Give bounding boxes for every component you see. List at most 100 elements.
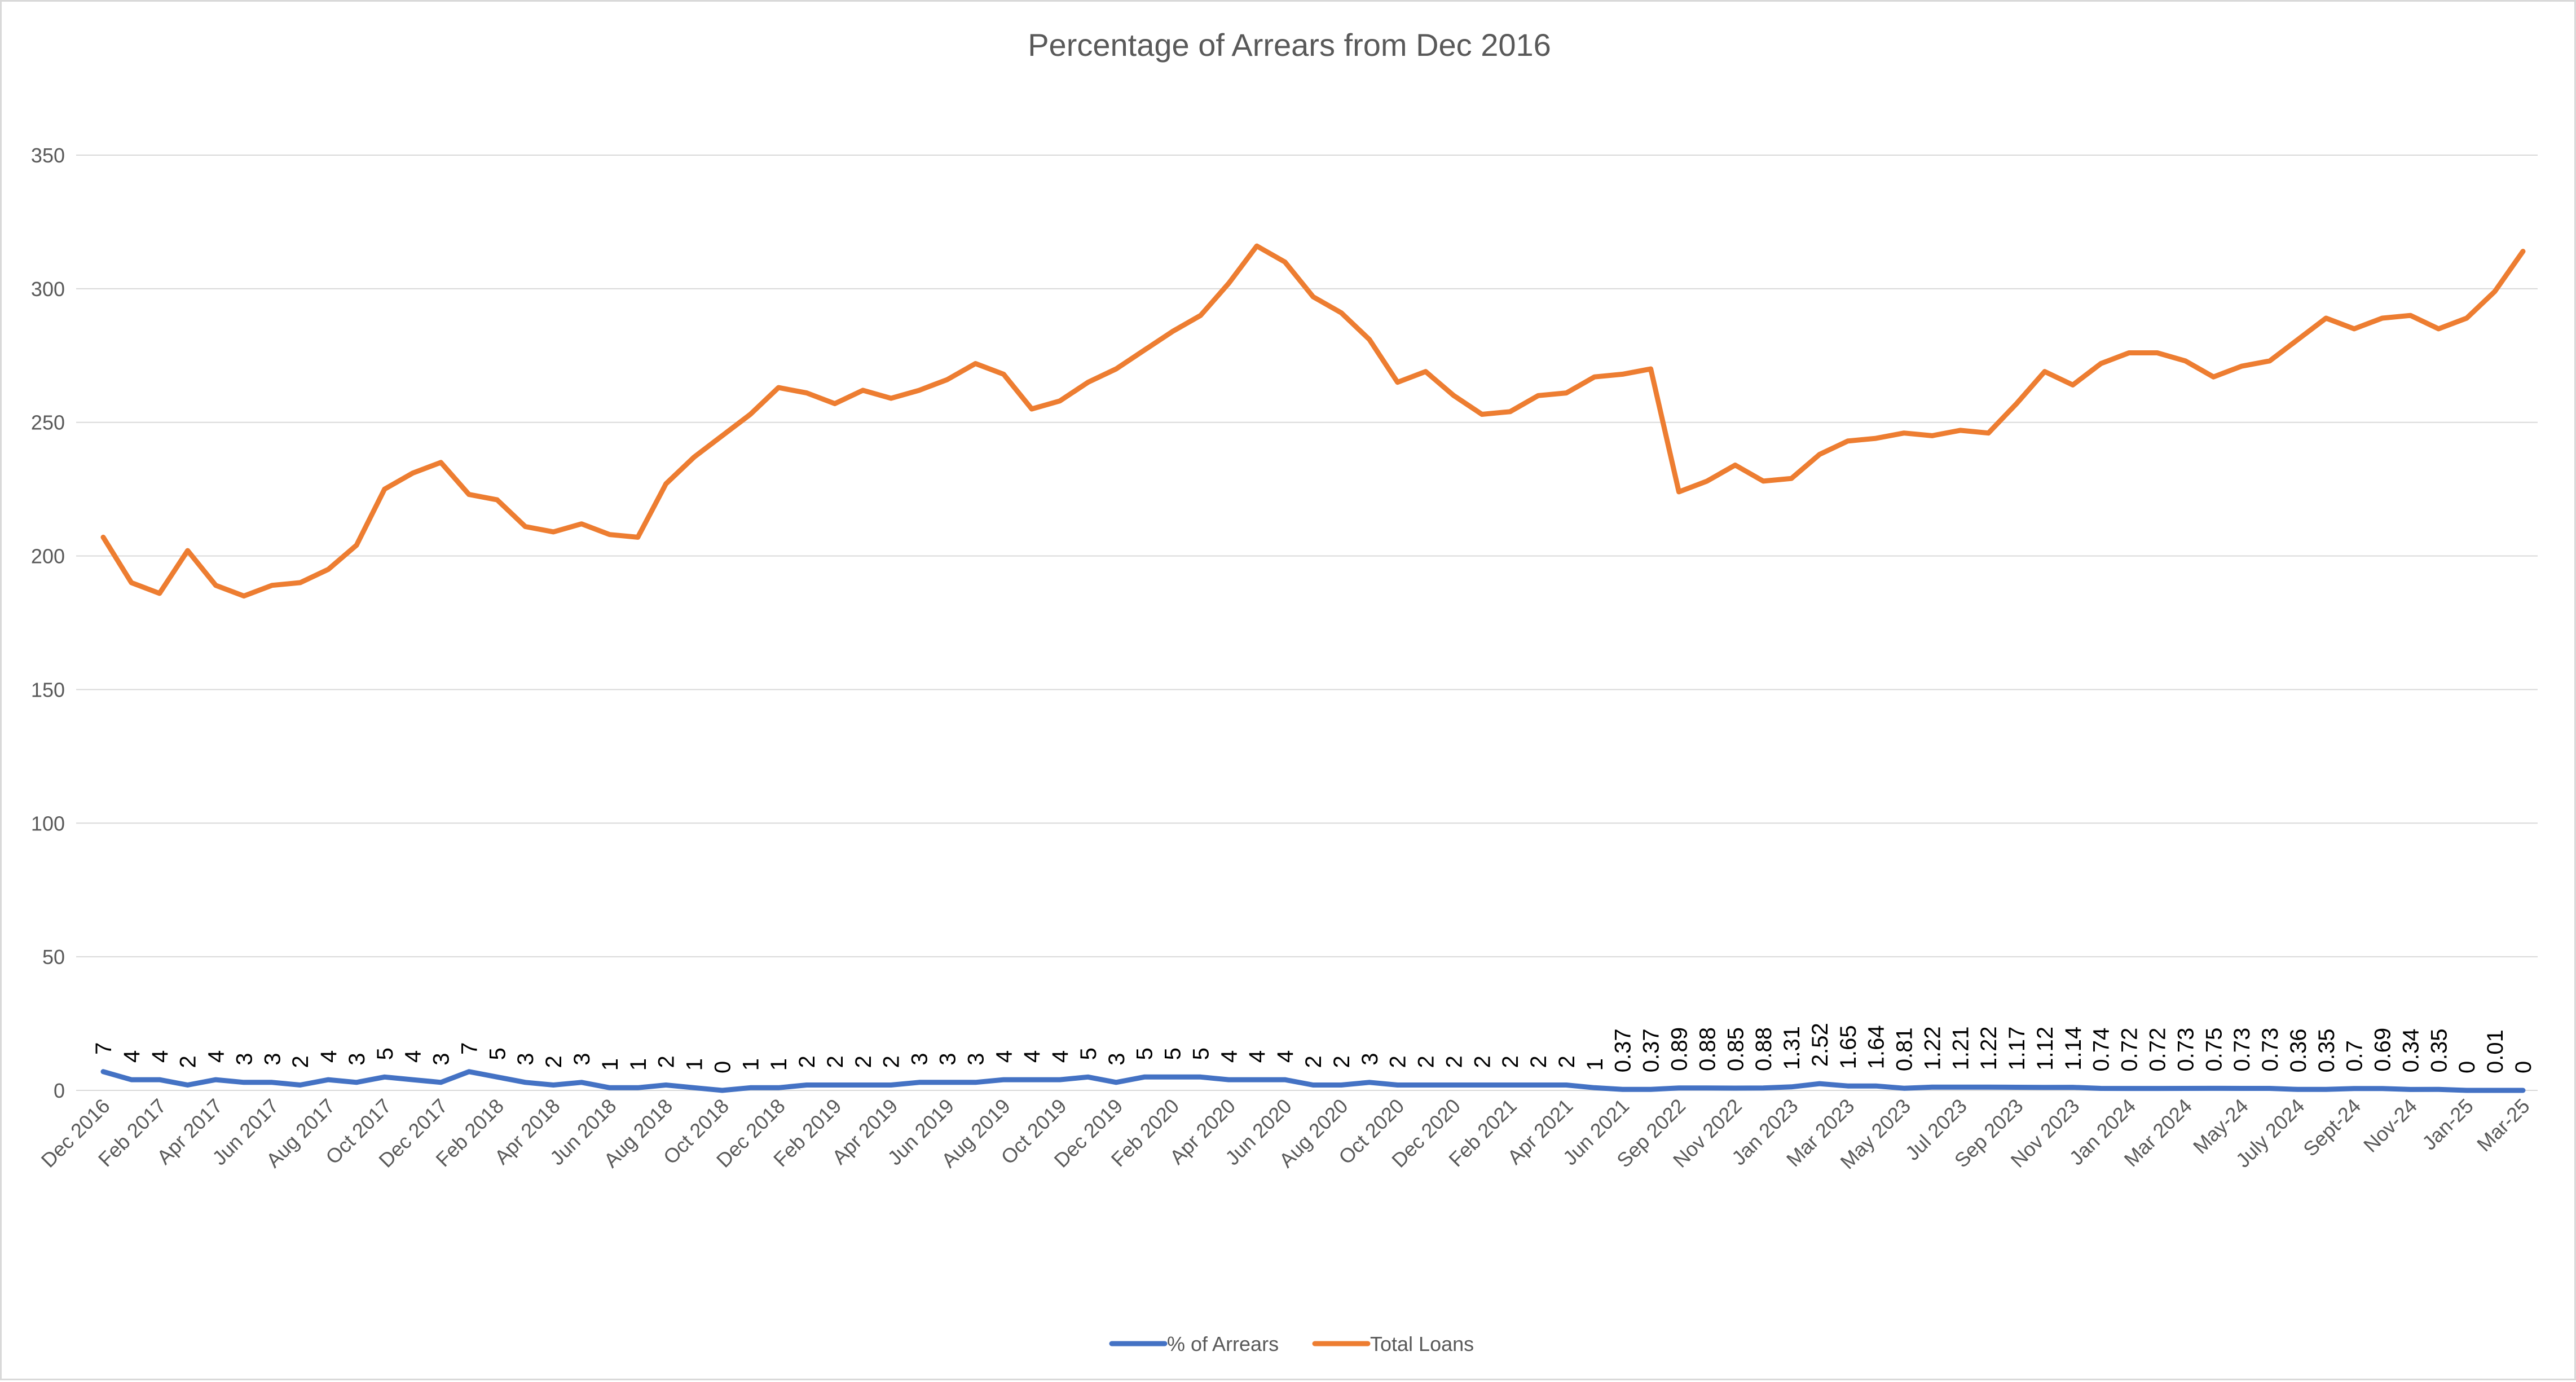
data-label: 0.01: [2483, 1029, 2508, 1073]
data-label: 2: [1329, 1055, 1354, 1068]
legend-label-total-loans: Total Loans: [1370, 1332, 1474, 1355]
data-label: 0.35: [2427, 1028, 2451, 1072]
data-label: 0.37: [1611, 1028, 1636, 1072]
data-label: 3: [260, 1053, 285, 1066]
x-tick-label: Jan-25: [2418, 1094, 2478, 1155]
data-label: 4: [992, 1050, 1016, 1063]
data-label: 0.35: [2314, 1028, 2339, 1072]
y-tick-label: 350: [31, 144, 65, 167]
data-label: 3: [963, 1053, 988, 1066]
y-tick-label: 100: [31, 812, 65, 835]
data-label: 0.73: [2173, 1028, 2198, 1072]
y-tick-label: 50: [42, 945, 65, 969]
data-label: 0.74: [2089, 1028, 2114, 1072]
data-label: 0.37: [1639, 1028, 1664, 1072]
data-label: 1.64: [1864, 1025, 1889, 1069]
data-label: 2: [176, 1055, 201, 1068]
series-line-total-loans: [100, 243, 2526, 599]
data-label: 5: [373, 1047, 398, 1060]
data-label: 5: [485, 1047, 510, 1060]
data-label: 3: [936, 1053, 961, 1066]
legend-label-arrears: % of Arrears: [1167, 1332, 1279, 1355]
data-label: 2: [795, 1055, 820, 1068]
data-label: 2: [1301, 1055, 1326, 1068]
data-label: 3: [429, 1053, 454, 1066]
data-label: 5: [1161, 1047, 1186, 1060]
y-tick-label: 300: [31, 278, 65, 301]
data-label: 1.22: [1920, 1026, 1945, 1070]
data-label: 3: [513, 1053, 538, 1066]
data-label: 0: [710, 1061, 735, 1073]
x-tick-label: Sept-24: [2298, 1094, 2365, 1161]
data-label: 0.88: [1751, 1027, 1776, 1071]
data-label: 0: [2455, 1061, 2480, 1073]
data-label: 2.52: [1808, 1023, 1833, 1067]
series-lines: [100, 243, 2526, 1093]
x-tick-label: Mar-25: [2472, 1094, 2534, 1156]
data-label: 1: [626, 1058, 651, 1071]
data-label: 0.75: [2201, 1028, 2226, 1072]
data-label: 3: [345, 1053, 369, 1066]
data-label: 0.81: [1892, 1027, 1917, 1071]
data-label: 4: [148, 1050, 173, 1063]
data-label: 7: [91, 1042, 116, 1055]
y-tick-label: 250: [31, 411, 65, 434]
data-label: 2: [654, 1055, 679, 1068]
chart-title: Percentage of Arrears from Dec 2016: [1028, 27, 1551, 63]
data-label: 4: [1273, 1050, 1298, 1063]
data-label: 4: [401, 1050, 426, 1063]
data-label: 3: [1104, 1053, 1129, 1066]
data-label: 3: [232, 1053, 257, 1066]
data-label: 4: [204, 1050, 229, 1063]
data-label: 2: [1555, 1055, 1579, 1068]
data-label: 2: [851, 1055, 876, 1068]
data-label: 5: [1133, 1047, 1157, 1060]
data-label: 1.14: [2061, 1027, 2086, 1071]
y-tick-label: 200: [31, 545, 65, 568]
legend: % of Arrears Total Loans: [1109, 1332, 1474, 1355]
data-label: 2: [1386, 1055, 1411, 1068]
data-label: 4: [1048, 1050, 1073, 1063]
data-label: 1.17: [2005, 1027, 2029, 1071]
data-label: 1: [1583, 1058, 1608, 1071]
data-labels: 74 4 2 4 3 3 2 4 3 5 4 37 5 3 2 3 1 1 2 1 0 1 1 2 2 2 2 3 3 3 4 4 4 5 3 5 5 5…: [91, 1023, 2536, 1073]
data-label: 4: [1020, 1050, 1045, 1063]
data-label: 1.65: [1836, 1025, 1861, 1069]
series-line-of-arrears: [100, 1069, 2526, 1093]
legend-item-total-loans[interactable]: Total Loans: [1312, 1332, 1474, 1355]
x-tick-label: Nov-24: [2359, 1094, 2421, 1157]
data-label: 0.72: [2117, 1028, 2142, 1072]
data-label: 1.31: [1780, 1026, 1804, 1070]
data-label: 2: [1414, 1055, 1439, 1068]
data-label: 4: [1245, 1050, 1270, 1063]
data-label: 2: [1470, 1055, 1495, 1068]
data-label: 2: [1498, 1055, 1523, 1068]
data-label: 1: [767, 1058, 791, 1071]
data-label: 5: [1076, 1047, 1101, 1060]
gridlines: [76, 155, 2538, 1091]
data-label: 7: [457, 1042, 482, 1055]
data-label: 0.73: [2230, 1028, 2254, 1072]
data-label: 1.21: [1948, 1026, 1973, 1070]
data-label: 3: [1358, 1053, 1382, 1066]
data-label: 1: [682, 1058, 707, 1071]
data-label: 1.22: [1976, 1026, 2001, 1070]
data-label: 2: [879, 1055, 904, 1068]
data-label: 2: [1442, 1055, 1467, 1068]
data-label: 2: [288, 1055, 313, 1068]
data-label: 3: [908, 1053, 932, 1066]
data-label: 2: [1526, 1055, 1551, 1068]
data-label: 0.88: [1695, 1027, 1720, 1071]
data-label: 0.34: [2398, 1029, 2423, 1073]
legend-item-arrears[interactable]: % of Arrears: [1109, 1332, 1279, 1355]
data-label: 4: [1217, 1050, 1241, 1063]
data-label: 2: [541, 1055, 566, 1068]
data-label: 0.69: [2371, 1028, 2396, 1072]
y-axis-ticks: 0 50 100 150 200 250 300 350: [31, 144, 65, 1102]
data-label: 1: [598, 1058, 623, 1071]
data-label: 0.36: [2286, 1028, 2311, 1072]
data-label: 1.12: [2033, 1027, 2058, 1071]
data-label: 0.89: [1667, 1027, 1692, 1071]
